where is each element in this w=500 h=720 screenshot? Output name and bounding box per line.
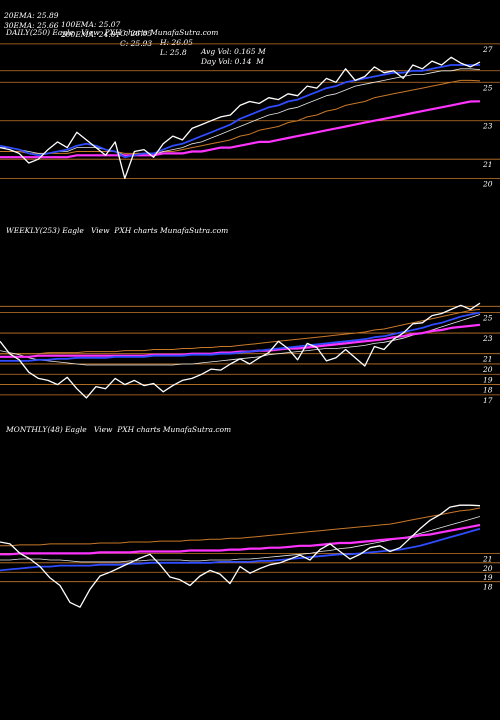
series-line-ema-light — [0, 516, 481, 563]
ema200-label: 200EMA: 24.01 — [61, 30, 121, 39]
y-tick-label: 23 — [482, 122, 493, 131]
series-line-price — [0, 504, 481, 608]
y-tick-label: 20 — [482, 179, 493, 188]
series-line-ema-orange — [0, 79, 481, 154]
series-line-ema-pink — [0, 100, 481, 159]
series-line-ema-light — [0, 68, 481, 156]
y-tick-label: 17 — [483, 396, 493, 405]
y-tick-label: 20 — [482, 564, 493, 573]
daily-chart: 27 25 23 21 20 — [0, 43, 500, 188]
ema20-label: 20EMA: 25.89 — [4, 11, 59, 20]
series-line-ema-orange — [0, 308, 481, 355]
y-tick-label: 18 — [483, 583, 493, 592]
daily-panel-title: DAILY(250) Eagle View PXH charts MunafaS… — [6, 28, 219, 37]
y-tick-label: 27 — [482, 45, 493, 54]
ema100-label: 100EMA: 25.07 — [61, 20, 121, 29]
series-line-price — [0, 302, 481, 399]
y-tick-label: 21 — [482, 554, 493, 563]
ema30-label: 30EMA: 25.66 — [4, 21, 59, 30]
y-tick-label: 19 — [483, 573, 493, 582]
y-tick-label: 25 — [482, 313, 493, 322]
series-line-ema-blue — [0, 311, 481, 362]
header-row-1: 20EMA: 25.89 100EMA: 25.07 C: 26.05 H: 2… — [4, 2, 266, 56]
close-label: C: 26.05 — [120, 29, 153, 38]
low-label: L: 25.8 — [160, 48, 187, 57]
monthly-panel-title: MONTHLY(48) Eagle View PXH charts Munafa… — [6, 425, 232, 434]
avg-vol-label: Avg Vol: 0.165 M — [201, 47, 266, 56]
y-tick-label: 20 — [482, 365, 493, 374]
series-line-ema-orange — [0, 507, 481, 547]
y-tick-label: 21 — [482, 160, 493, 169]
day-vol-label: Day Vol: 0.14 M — [201, 57, 264, 66]
y-tick-label: 25 — [482, 83, 493, 92]
series-line-price — [0, 56, 481, 180]
y-tick-label: 21 — [482, 355, 493, 364]
y-tick-label: 23 — [482, 334, 493, 343]
series-line-ema-blue — [0, 527, 481, 572]
weekly-panel-title: WEEKLY(253) Eagle View PXH charts Munafa… — [6, 226, 229, 235]
y-tick-label: 19 — [483, 375, 493, 384]
y-tick-label: 18 — [483, 386, 493, 395]
series-line-ema-pink — [0, 323, 481, 358]
high-label: H: 26.05 — [160, 38, 193, 47]
series-line-ema-blue — [0, 64, 480, 159]
series-line-ema-pink — [0, 523, 481, 556]
